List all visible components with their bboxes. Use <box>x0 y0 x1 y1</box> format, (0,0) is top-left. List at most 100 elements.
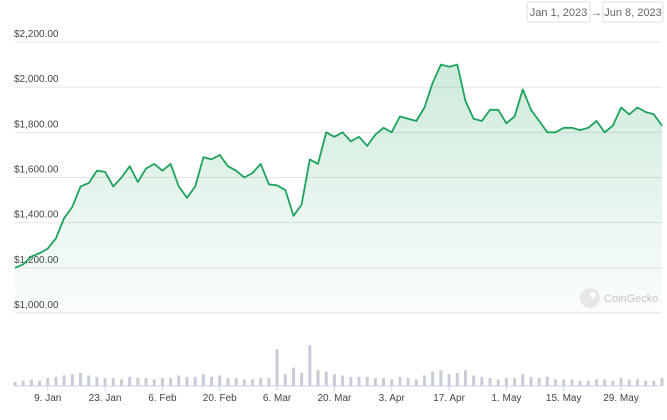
volume-bar <box>341 375 345 386</box>
price-line <box>14 63 663 269</box>
volume-bar <box>283 374 287 386</box>
x-tick-label: 6. Feb <box>148 393 177 404</box>
volume-bar <box>136 378 140 386</box>
volume-bar <box>226 378 230 386</box>
volume-bar <box>504 378 508 386</box>
volume-bar <box>357 376 361 386</box>
watermark-text: CoinGecko <box>604 293 658 305</box>
volume-bar <box>349 376 353 386</box>
volume-bar <box>586 380 590 386</box>
volume-bar <box>447 374 451 386</box>
volume-bar <box>382 378 386 386</box>
date-separator: → <box>591 7 602 19</box>
volume-bar <box>95 376 99 386</box>
volume-bar <box>644 380 648 386</box>
volume-bar <box>324 371 328 386</box>
volume-bar <box>439 370 443 386</box>
x-tick-label: 20. Feb <box>203 393 237 404</box>
volume-bar <box>300 372 304 386</box>
volume-bar <box>103 378 107 386</box>
volume-bar <box>529 376 533 386</box>
volume-bar <box>390 379 394 386</box>
volume-bar <box>578 380 582 386</box>
volume-bar <box>144 378 148 386</box>
area-fill <box>15 64 662 313</box>
volume-bar <box>554 379 558 386</box>
volume-bar <box>488 378 492 386</box>
volume-bar <box>267 378 271 386</box>
volume-bar <box>652 380 656 386</box>
volume-bar <box>406 378 410 386</box>
volume-bar <box>128 376 132 386</box>
volume-bar <box>79 372 83 386</box>
volume-bar <box>193 376 197 386</box>
watermark: CoinGecko <box>580 288 658 308</box>
volume-bar <box>455 372 459 386</box>
x-tick-label: 17. Apr <box>433 393 465 404</box>
volume-bar <box>545 376 549 386</box>
date-range[interactable]: Jan 1, 2023 → Jun 8, 2023 <box>526 1 664 23</box>
volume-bar <box>62 375 66 386</box>
date-from-box[interactable] <box>526 1 591 23</box>
x-tick-label: 23. Jan <box>89 393 122 404</box>
volume-bar <box>87 375 91 386</box>
x-tick-label: 29. May <box>603 393 639 404</box>
volume-bar <box>463 370 467 386</box>
date-to[interactable]: Jun 8, 2023 <box>604 7 662 19</box>
volume-bar <box>234 378 238 386</box>
volume-bar <box>152 379 156 386</box>
volume-bar <box>414 379 418 386</box>
volume-bar <box>570 379 574 386</box>
date-to-box[interactable] <box>602 1 664 23</box>
volume-bar <box>251 379 255 386</box>
volume-bar <box>185 376 189 386</box>
volume-bar <box>635 379 639 386</box>
volume-bar <box>111 378 115 386</box>
volume-bar <box>619 378 623 386</box>
x-tick-label: 3. Apr <box>379 393 406 404</box>
date-from[interactable]: Jan 1, 2023 <box>530 7 588 19</box>
volume-bar <box>594 379 598 386</box>
volume-bar <box>398 376 402 386</box>
volume-bar <box>373 378 377 386</box>
y-tick-label: $1,600.00 <box>14 165 59 176</box>
volume-bar <box>21 380 25 386</box>
volume-bar <box>496 379 500 386</box>
volume-bar <box>70 374 74 386</box>
volume-bar <box>316 370 320 386</box>
volume-bar <box>119 379 123 386</box>
volume-bar <box>308 345 312 386</box>
x-tick-label: 1. May <box>491 393 521 404</box>
volume-bar <box>603 379 607 386</box>
x-tick-label: 20. Mar <box>317 393 352 404</box>
volume-bar <box>275 349 279 386</box>
volume-bar <box>480 376 484 386</box>
x-tick-label: 6. Mar <box>263 393 292 404</box>
volume-bar <box>169 378 173 386</box>
volume-bar <box>242 379 246 386</box>
y-tick-label: $2,000.00 <box>14 74 59 85</box>
volume-bar <box>177 375 181 386</box>
volume-bar <box>627 379 631 386</box>
volume-bar <box>472 375 476 386</box>
volume-bar <box>562 379 566 386</box>
volume-bar <box>29 379 33 386</box>
volume-bar <box>660 378 664 386</box>
volume-bar <box>38 380 42 386</box>
volume-bar <box>259 378 263 386</box>
volume-bar <box>513 378 517 386</box>
volume-bar <box>46 378 50 386</box>
volume-bar <box>431 371 435 386</box>
volume-bar <box>201 374 205 386</box>
volume-bar <box>210 376 214 386</box>
volume-bar <box>422 375 426 386</box>
y-tick-label: $2,200.00 <box>14 29 59 40</box>
y-tick-label: $1,400.00 <box>14 210 59 221</box>
volume-bar <box>332 374 336 386</box>
volume-bar <box>291 367 295 386</box>
x-tick-label: 9. Jan <box>34 393 61 404</box>
watermark-logo <box>580 288 600 308</box>
volume-bar <box>13 382 17 386</box>
